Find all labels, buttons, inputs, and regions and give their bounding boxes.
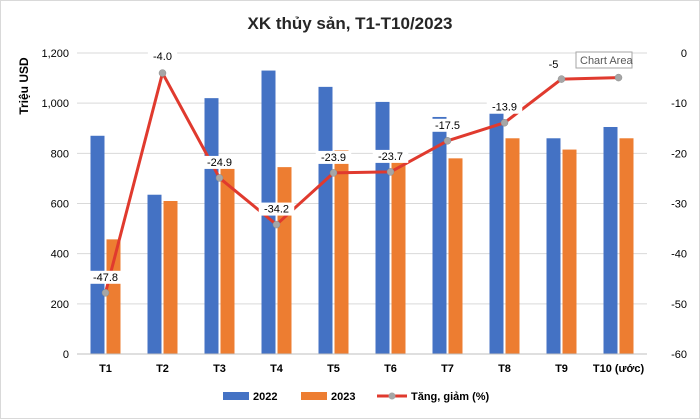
y2-tick-label: -30 — [671, 199, 687, 211]
y2-tick-label: -50 — [671, 299, 687, 311]
y-tick-label: 800 — [51, 148, 69, 160]
x-axis: T1 T2 T3 T4 T5 T6 T7 T8 T9 T10 (ước) — [77, 353, 647, 375]
data-label: -5 — [549, 59, 559, 71]
chart-area-tooltip: Chart Area — [575, 51, 633, 69]
y2-tick-label: 0 — [681, 48, 687, 60]
chart-title: XK thủy sản, T1-T10/2023 — [247, 14, 452, 33]
bar-2022 — [489, 103, 504, 355]
bar-2022 — [318, 86, 333, 355]
bar-2023 — [334, 150, 349, 354]
x-tick-label: T4 — [270, 363, 284, 375]
data-label-bg — [429, 118, 466, 132]
x-tick-label: T9 — [555, 363, 568, 375]
change-marker — [557, 75, 566, 83]
legend-label-2022: 2022 — [253, 391, 277, 403]
x-tick-label: T8 — [498, 363, 511, 375]
data-label-bg — [545, 58, 562, 72]
legend-swatch-2022 — [223, 392, 249, 400]
bar-2023 — [220, 162, 235, 354]
change-marker — [329, 169, 338, 177]
y-tick-label: 0 — [63, 349, 69, 361]
change-line — [101, 69, 623, 297]
legend-swatch-2023 — [301, 392, 327, 400]
y-tick-label: 1,000 — [41, 98, 69, 110]
y2-tick-label: -40 — [671, 249, 687, 261]
bar-2023 — [562, 149, 577, 354]
y-tick-label: 200 — [51, 299, 69, 311]
bar-2022 — [147, 194, 162, 354]
data-label: -17.5 — [435, 120, 460, 132]
data-label-bg — [486, 100, 523, 114]
change-marker — [614, 73, 623, 82]
x-tick-label: T7 — [441, 363, 454, 375]
y2-tick-label: -20 — [671, 148, 687, 160]
change-line-path — [104, 71, 619, 294]
bar-2023 — [277, 167, 292, 354]
bar-2022 — [603, 126, 618, 354]
data-label: -13.9 — [492, 102, 517, 114]
bar-2023 — [106, 239, 121, 354]
change-marker — [158, 69, 167, 77]
change-marker — [215, 174, 224, 182]
x-tick-label: T3 — [213, 363, 226, 375]
bar-2022 — [432, 116, 447, 355]
change-marker — [101, 289, 110, 297]
x-tick-label: T6 — [384, 363, 397, 375]
legend-marker-change — [388, 392, 396, 400]
change-marker — [386, 168, 395, 176]
data-label: -23.9 — [321, 152, 346, 164]
data-label-bg — [258, 202, 295, 216]
data-label-bg — [201, 155, 238, 169]
data-label: -4.0 — [153, 51, 172, 63]
legend-label-2023: 2023 — [331, 391, 355, 403]
x-tick-label: T2 — [156, 363, 169, 375]
gridlines — [77, 52, 647, 355]
x-tick-label: T5 — [327, 363, 340, 375]
bar-2022 — [90, 135, 105, 354]
x-tick-label: T10 (ước) — [593, 363, 645, 375]
y-axis-title: Triệu USD — [17, 57, 31, 115]
change-marker — [443, 137, 452, 145]
data-label-bg — [87, 270, 124, 284]
x-tick-label: T1 — [99, 363, 112, 375]
data-label: -34.2 — [264, 204, 289, 216]
data-label: -23.7 — [378, 151, 403, 163]
bar-2023 — [163, 200, 178, 354]
change-marker — [500, 118, 509, 127]
bar-2022 — [375, 101, 390, 354]
bars — [90, 70, 634, 355]
y2-tick-label: -10 — [671, 98, 687, 110]
legend: 2022 2023 Tăng, giảm (%) — [223, 391, 490, 403]
y-tick-label: 1,200 — [41, 48, 69, 60]
legend-label-change: Tăng, giảm (%) — [411, 391, 490, 403]
data-label: -24.9 — [207, 157, 232, 169]
secondary-y-axis: 0 -10 -20 -30 -40 -50 -60 — [671, 48, 687, 361]
y2-tick-label: -60 — [671, 349, 687, 361]
bar-2023 — [448, 158, 463, 354]
bar-2022 — [546, 138, 561, 354]
data-label-bg — [372, 149, 409, 163]
data-label-bg — [315, 150, 352, 164]
data-label: -47.8 — [93, 272, 118, 284]
change-marker — [272, 220, 281, 229]
tooltip-box — [575, 51, 633, 69]
y-axis: 0 200 400 600 800 1,000 1,200 — [41, 48, 69, 361]
data-label-bg — [147, 50, 178, 64]
y-tick-label: 400 — [51, 249, 69, 261]
bar-2023 — [619, 138, 634, 354]
bar-2023 — [391, 161, 406, 354]
bar-2023 — [505, 138, 520, 354]
tooltip-text: Chart Area — [580, 55, 633, 67]
bar-2022 — [204, 98, 219, 355]
y-tick-label: 600 — [51, 199, 69, 211]
